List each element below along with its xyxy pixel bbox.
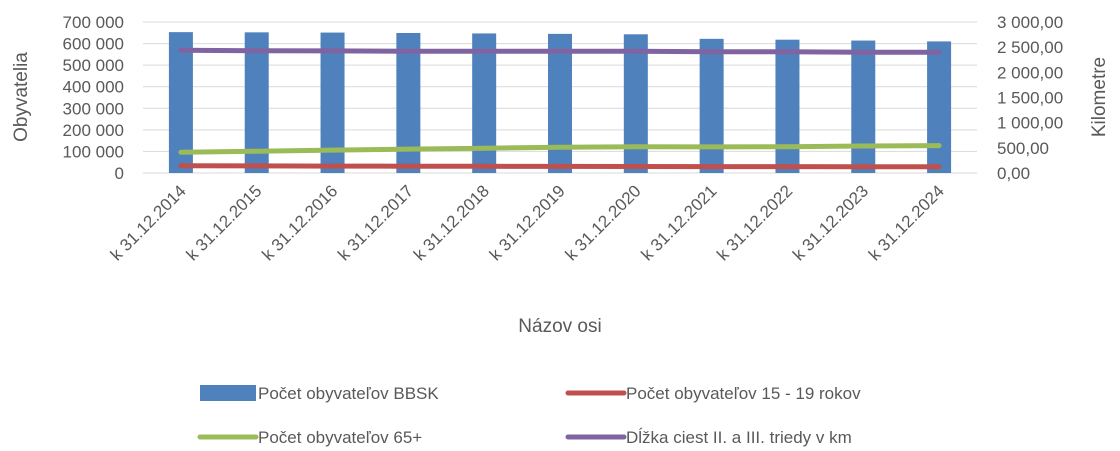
bar [548,33,572,173]
y2-tick-label: 2 500,00 [997,38,1063,57]
y-tick-label: 400 000 [63,78,124,97]
y2-tick-label: 3 000,00 [997,13,1063,32]
y-tick-label: 300 000 [63,99,124,118]
bar [851,40,876,174]
x-tick-label: k 31.12.2022 [713,181,796,264]
y-tick-label: 100 000 [63,142,124,161]
y-tick-label: 700 000 [63,13,124,32]
x-tick-label: k 31.12.2021 [638,181,721,264]
x-tick-label: k 31.12.2015 [183,181,266,264]
legend: Počet obyvateľov BBSK Počet obyvateľov 15… [197,384,861,447]
legend-item: Počet obyvateľov 15 - 19 rokov [565,384,861,403]
series-line [178,143,942,155]
y2-tick-label: 1 500,00 [997,89,1063,108]
x-tick-label: k 31.12.2018 [410,181,493,264]
y2-tick-label: 0,00 [997,164,1030,183]
bar [623,34,648,173]
x-tick-label: k 31.12.2016 [258,181,341,264]
line-series [178,47,942,170]
legend-label: Počet obyvateľov 15 - 19 rokov [626,384,861,403]
legend-item: Dĺžka ciest II. a III. triedy v km [565,428,852,447]
series-line [178,163,942,170]
x-tick-label: k 31.12.2017 [334,181,417,264]
x-tick-label: k 31.12.2014 [107,181,190,264]
y-tick-label: 0 [115,164,124,183]
y2-axis-title: Kilometre [1089,57,1110,137]
bar [168,32,193,173]
y-tick-label: 200 000 [63,121,124,140]
bar [699,38,724,173]
legend-label: Počet obyvateľov BBSK [258,384,439,403]
x-tick-label: k 31.12.2024 [865,181,948,264]
right-axis-ticks: 0,00 500,00 1 000,00 1 500,00 2 000,00 2 500,… [997,13,1063,183]
legend-swatch [200,385,256,401]
bar [927,41,952,173]
x-tick-label: k 31.12.2020 [562,181,645,264]
y2-tick-label: 500,00 [997,139,1049,158]
series-line [178,47,942,55]
bar [775,39,800,174]
y2-tick-label: 2 000,00 [997,63,1063,82]
legend-item: Počet obyvateľov BBSK [200,384,439,403]
left-axis-ticks: 0 100 000 200 000 300 000 400 000 500 000 600 … [63,13,124,183]
x-tick-label: k 31.12.2019 [486,181,569,264]
y-tick-label: 500 000 [63,56,124,75]
y-tick-label: 600 000 [63,35,124,54]
x-tick-label: k 31.12.2023 [789,181,872,264]
legend-item: Počet obyvateľov 65+ [197,428,422,447]
bar [396,33,421,173]
legend-label: Dĺžka ciest II. a III. triedy v km [626,428,852,447]
y2-tick-label: 1 000,00 [997,114,1063,133]
bar [472,33,497,173]
x-axis-title: Názov osi [518,316,601,337]
y-axis-title: Obyvatelia [11,52,32,142]
legend-label: Počet obyvateľov 65+ [258,428,422,447]
